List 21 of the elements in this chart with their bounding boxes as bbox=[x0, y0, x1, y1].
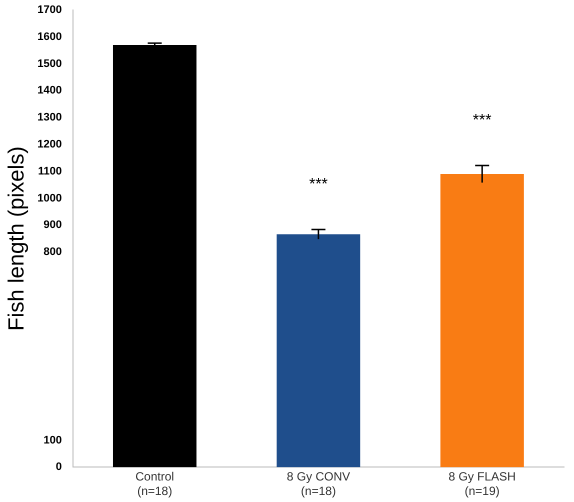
y-tick-label: 100 bbox=[44, 434, 62, 446]
y-tick-label: 1400 bbox=[37, 84, 62, 97]
y-tick-label: 1200 bbox=[37, 138, 62, 150]
y-tick-label: 1600 bbox=[37, 30, 62, 43]
x-tick-label: 8 Gy FLASH (n=19) bbox=[448, 470, 516, 498]
bar bbox=[276, 234, 360, 468]
y-tick-label: 0 bbox=[56, 461, 62, 474]
bar bbox=[440, 174, 524, 468]
annotation: *** bbox=[472, 112, 492, 129]
y-axis-title: Fish length (pixels) bbox=[3, 146, 28, 331]
y-tick-label: 800 bbox=[44, 246, 62, 258]
y-tick-label: 900 bbox=[44, 219, 62, 232]
y-tick-label: 1300 bbox=[37, 112, 62, 124]
x-tick-label: 8 Gy CONV (n=18) bbox=[286, 470, 350, 498]
y-tick-label: 1000 bbox=[37, 192, 62, 204]
y-tick-label: 1500 bbox=[37, 58, 62, 70]
y-tick-label: 1100 bbox=[38, 165, 62, 178]
y-tick-label: 1700 bbox=[37, 4, 62, 16]
bar bbox=[112, 44, 196, 468]
annotation: *** bbox=[309, 176, 328, 193]
x-tick-label: Control (n=18) bbox=[135, 470, 174, 498]
